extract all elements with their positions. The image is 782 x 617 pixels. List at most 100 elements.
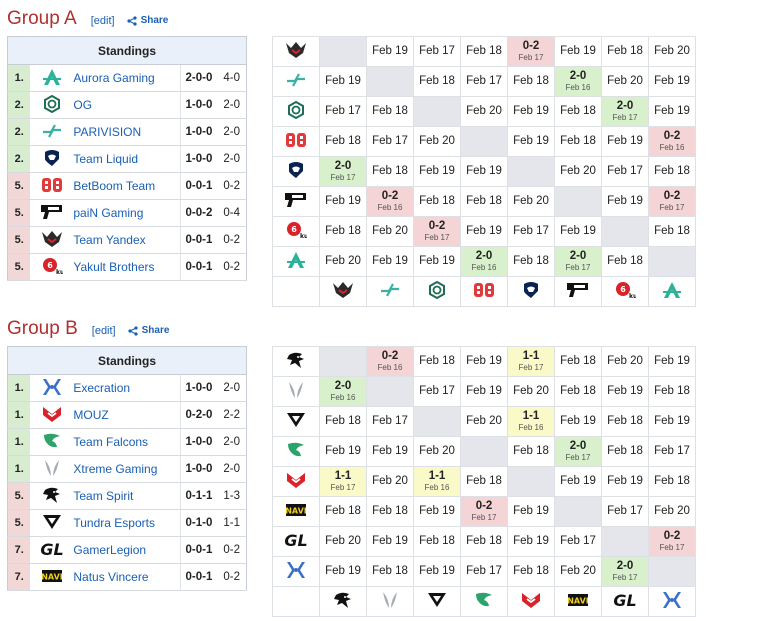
match-date-cell[interactable]: Feb 19	[413, 246, 461, 277]
match-date-cell[interactable]: Feb 18	[366, 156, 414, 187]
match-date-cell[interactable]: Feb 19	[460, 376, 508, 407]
match-date-cell[interactable]: Feb 20	[413, 436, 461, 467]
match-date-cell[interactable]: Feb 18	[601, 36, 649, 67]
match-date-cell[interactable]: Feb 19	[507, 496, 555, 527]
match-date-cell[interactable]: Feb 18	[460, 466, 508, 497]
match-result-cell[interactable]: 0-2 Feb 17	[460, 496, 508, 527]
share-button[interactable]: Share	[128, 325, 169, 336]
match-date-cell[interactable]: Feb 18	[460, 526, 508, 557]
match-date-cell[interactable]: Feb 18	[413, 526, 461, 557]
match-result-cell[interactable]: 0-2 Feb 17	[648, 526, 696, 557]
match-date-cell[interactable]: Feb 20	[460, 406, 508, 437]
match-date-cell[interactable]: Feb 19	[460, 346, 508, 377]
team-name-link[interactable]: GamerLegion	[73, 536, 181, 564]
match-date-cell[interactable]: Feb 17	[319, 96, 367, 127]
team-name-link[interactable]: Team Spirit	[73, 482, 181, 510]
match-date-cell[interactable]: Feb 19	[319, 186, 367, 217]
match-date-cell[interactable]: Feb 20	[601, 346, 649, 377]
match-date-cell[interactable]: Feb 19	[319, 66, 367, 97]
edit-link[interactable]: [edit]	[91, 324, 116, 337]
match-date-cell[interactable]: Feb 19	[366, 526, 414, 557]
match-result-cell[interactable]: 2-0 Feb 16	[460, 246, 508, 277]
match-date-cell[interactable]: Feb 20	[366, 216, 414, 247]
match-date-cell[interactable]: Feb 19	[648, 66, 696, 97]
match-result-cell[interactable]: 0-2 Feb 17	[648, 186, 696, 217]
match-date-cell[interactable]: Feb 20	[554, 156, 602, 187]
match-date-cell[interactable]: Feb 18	[366, 96, 414, 127]
match-date-cell[interactable]: Feb 17	[601, 496, 649, 527]
match-date-cell[interactable]: Feb 19	[601, 186, 649, 217]
match-date-cell[interactable]: Feb 18	[507, 556, 555, 587]
match-date-cell[interactable]: Feb 18	[648, 216, 696, 247]
match-date-cell[interactable]: Feb 18	[319, 406, 367, 437]
match-result-cell[interactable]: 2-0 Feb 17	[601, 96, 649, 127]
match-date-cell[interactable]: Feb 19	[601, 376, 649, 407]
match-date-cell[interactable]: Feb 19	[366, 246, 414, 277]
match-result-cell[interactable]: 1-1 Feb 17	[507, 346, 555, 377]
match-result-cell[interactable]: 2-0 Feb 17	[319, 156, 367, 187]
match-date-cell[interactable]: Feb 19	[507, 526, 555, 557]
team-name-link[interactable]: Natus Vincere	[73, 563, 181, 591]
match-date-cell[interactable]: Feb 18	[554, 346, 602, 377]
match-date-cell[interactable]: Feb 17	[460, 556, 508, 587]
match-date-cell[interactable]: Feb 19	[366, 436, 414, 467]
team-name-link[interactable]: Team Liquid	[73, 145, 181, 173]
match-result-cell[interactable]: 0-2 Feb 16	[648, 126, 696, 157]
match-date-cell[interactable]: Feb 20	[601, 66, 649, 97]
match-date-cell[interactable]: Feb 20	[319, 246, 367, 277]
match-date-cell[interactable]: Feb 19	[554, 216, 602, 247]
match-date-cell[interactable]: Feb 18	[413, 66, 461, 97]
team-name-link[interactable]: PARIVISION	[73, 118, 181, 146]
team-name-link[interactable]: Tundra Esports	[73, 509, 181, 537]
match-result-cell[interactable]: 0-2 Feb 16	[366, 186, 414, 217]
match-date-cell[interactable]: Feb 17	[366, 126, 414, 157]
match-date-cell[interactable]: Feb 18	[554, 376, 602, 407]
match-date-cell[interactable]: Feb 19	[601, 126, 649, 157]
match-date-cell[interactable]: Feb 18	[648, 156, 696, 187]
match-date-cell[interactable]: Feb 19	[601, 466, 649, 497]
match-date-cell[interactable]: Feb 18	[413, 186, 461, 217]
team-name-link[interactable]: BetBoom Team	[73, 172, 181, 200]
team-name-link[interactable]: Team Falcons	[73, 428, 181, 456]
match-date-cell[interactable]: Feb 18	[507, 66, 555, 97]
match-date-cell[interactable]: Feb 19	[554, 406, 602, 437]
match-date-cell[interactable]: Feb 17	[648, 436, 696, 467]
match-date-cell[interactable]: Feb 17	[366, 406, 414, 437]
edit-link[interactable]: [edit]	[90, 14, 115, 27]
match-date-cell[interactable]: Feb 19	[413, 156, 461, 187]
match-date-cell[interactable]: Feb 19	[648, 96, 696, 127]
match-result-cell[interactable]: 1-1 Feb 16	[507, 406, 555, 437]
match-date-cell[interactable]: Feb 17	[413, 376, 461, 407]
match-result-cell[interactable]: 2-0 Feb 17	[601, 556, 649, 587]
team-name-link[interactable]: OG	[73, 91, 181, 119]
match-date-cell[interactable]: Feb 18	[507, 436, 555, 467]
match-date-cell[interactable]: Feb 19	[507, 126, 555, 157]
match-result-cell[interactable]: 1-1 Feb 17	[319, 466, 367, 497]
match-result-cell[interactable]: 0-2 Feb 17	[413, 216, 461, 247]
match-result-cell[interactable]: 2-0 Feb 17	[554, 246, 602, 277]
match-date-cell[interactable]: Feb 18	[366, 496, 414, 527]
match-result-cell[interactable]: 2-0 Feb 16	[319, 376, 367, 407]
match-date-cell[interactable]: Feb 19	[507, 96, 555, 127]
match-result-cell[interactable]: 1-1 Feb 16	[413, 466, 461, 497]
match-date-cell[interactable]: Feb 17	[554, 526, 602, 557]
team-name-link[interactable]: MOUZ	[73, 401, 181, 429]
match-date-cell[interactable]: Feb 19	[648, 406, 696, 437]
match-date-cell[interactable]: Feb 18	[648, 376, 696, 407]
match-date-cell[interactable]: Feb 17	[601, 156, 649, 187]
match-date-cell[interactable]: Feb 19	[319, 436, 367, 467]
match-date-cell[interactable]: Feb 20	[413, 126, 461, 157]
share-button[interactable]: Share	[126, 15, 168, 26]
match-date-cell[interactable]: Feb 17	[507, 216, 555, 247]
team-name-link[interactable]: paiN Gaming	[73, 199, 181, 227]
match-date-cell[interactable]: Feb 18	[319, 216, 367, 247]
match-date-cell[interactable]: Feb 19	[413, 556, 461, 587]
match-date-cell[interactable]: Feb 18	[319, 126, 367, 157]
match-result-cell[interactable]: 2-0 Feb 16	[554, 66, 602, 97]
match-date-cell[interactable]: Feb 20	[507, 376, 555, 407]
team-name-link[interactable]: Team Yandex	[73, 226, 181, 254]
match-date-cell[interactable]: Feb 18	[648, 466, 696, 497]
team-name-link[interactable]: Yakult Brothers	[73, 253, 181, 281]
match-date-cell[interactable]: Feb 19	[460, 156, 508, 187]
match-date-cell[interactable]: Feb 18	[554, 96, 602, 127]
